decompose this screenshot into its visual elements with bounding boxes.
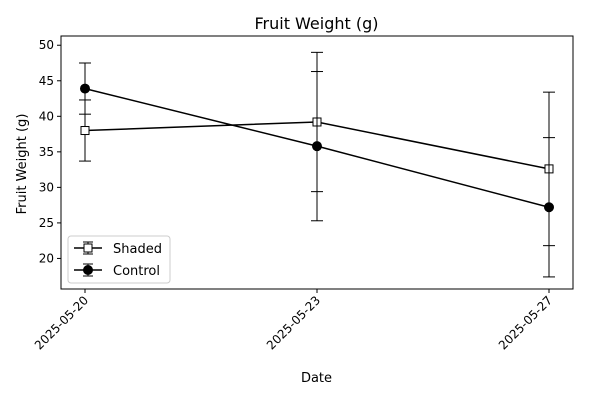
data-point xyxy=(80,83,90,94)
data-point xyxy=(80,126,90,136)
y-tick-label: 35 xyxy=(39,145,54,159)
legend-entry: Shaded xyxy=(74,241,162,257)
legend-label: Control xyxy=(113,264,160,279)
legend: Shaded Control xyxy=(67,235,171,284)
x-tick-label: 2025-05-23 xyxy=(264,293,323,352)
axes-frame xyxy=(60,35,574,290)
legend-marker xyxy=(83,265,93,275)
legend-entry: Control xyxy=(74,263,160,279)
chart-title: Fruit Weight (g) xyxy=(254,14,378,33)
y-axis-label: Fruit Weight (g) xyxy=(15,114,30,215)
legend-label: Shaded xyxy=(113,242,162,257)
x-tick-label: 2025-05-20 xyxy=(32,293,91,352)
y-tick-label: 20 xyxy=(39,251,54,265)
x-tick-label: 2025-05-27 xyxy=(496,293,555,352)
series-control xyxy=(79,62,555,278)
y-tick-label: 50 xyxy=(39,38,54,52)
y-tick-label: 45 xyxy=(39,74,54,88)
data-point xyxy=(544,202,554,213)
y-tick-label: 25 xyxy=(39,216,54,230)
plot-area: 20 25 30 35 40 45 50 2025-05-20 2025-05-23 2025-0… xyxy=(32,35,574,352)
legend-marker xyxy=(83,243,93,253)
y-tick-label: 40 xyxy=(39,109,54,123)
data-point xyxy=(312,141,322,152)
x-axis-label: Date xyxy=(301,371,332,386)
y-tick-label: 30 xyxy=(39,180,54,194)
